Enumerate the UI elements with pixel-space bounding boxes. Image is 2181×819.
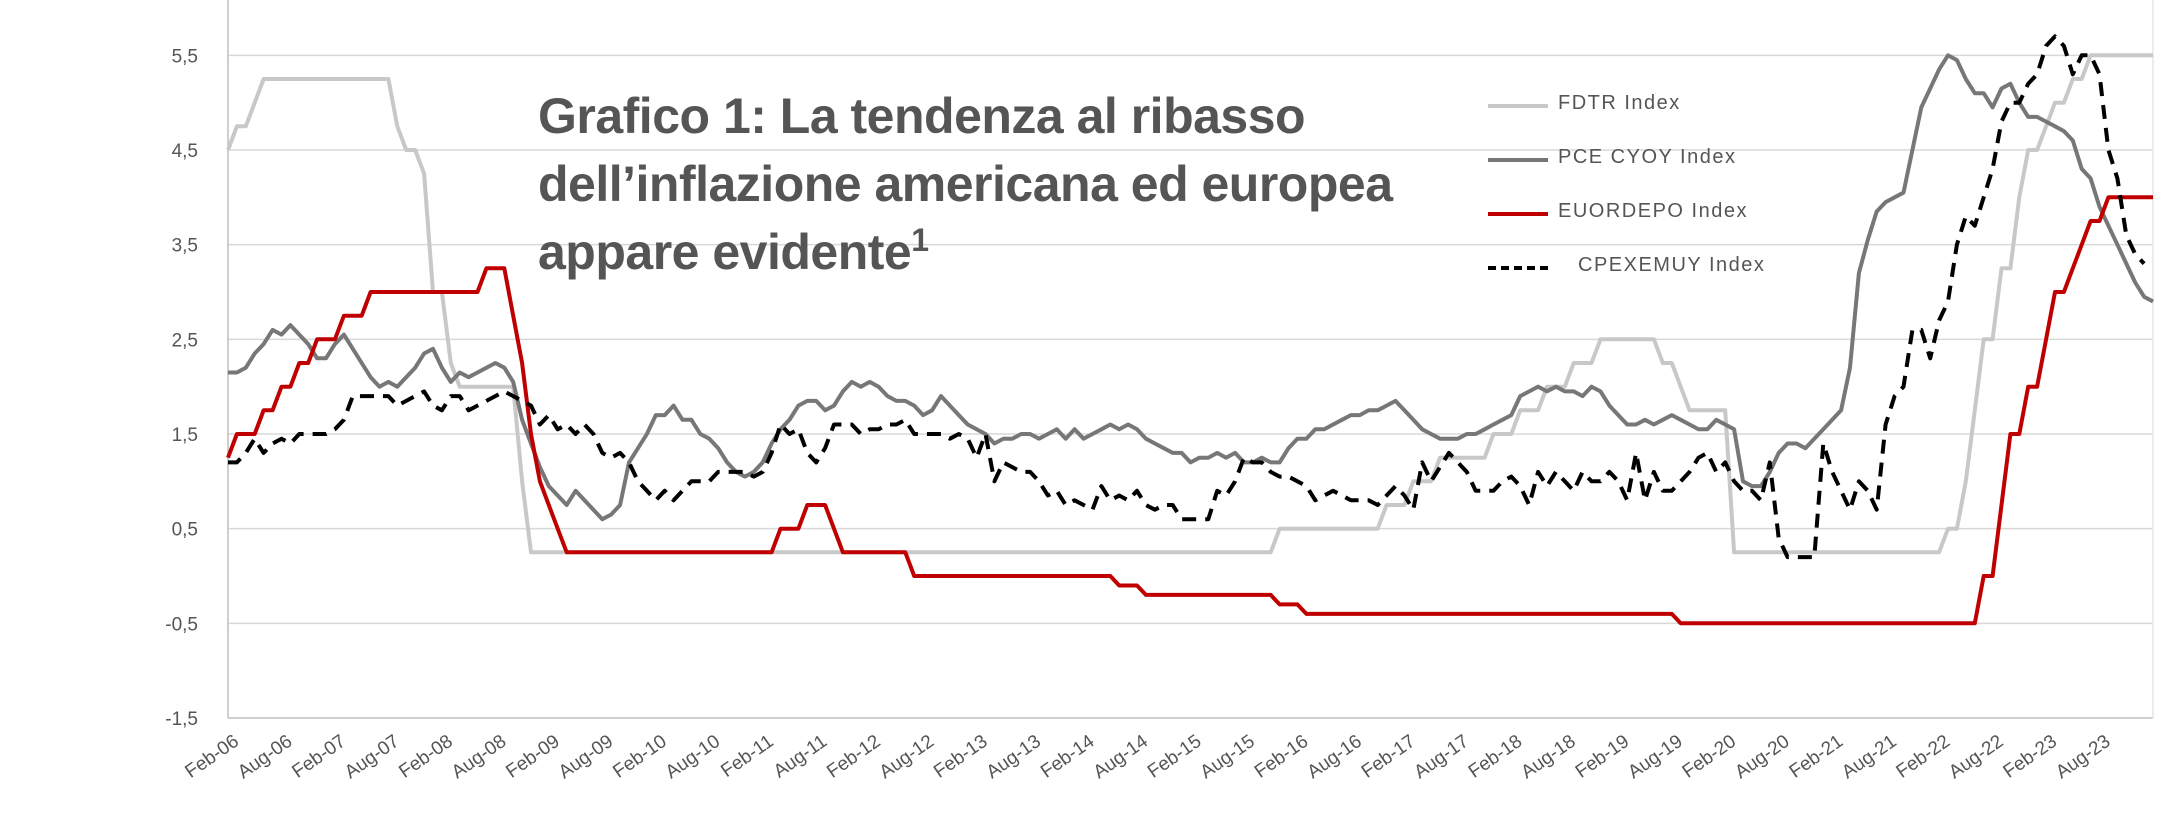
chart-title-line-2: dell’inflazione americana ed europea [538, 156, 1393, 212]
x-tick-label: Aug-07 [341, 731, 403, 783]
legend-label-pce: PCE CYOY Index [1558, 146, 1737, 168]
series-lines [226, 34, 2154, 626]
x-tick-label: Feb-11 [717, 731, 777, 782]
x-tick-label: Aug-08 [448, 731, 510, 783]
x-tick-label: Feb-14 [1037, 731, 1099, 783]
legend-label-cpexemuy: CPEXEMUY Index [1578, 254, 1766, 276]
legend-swatch-euordepo [1488, 212, 1548, 216]
axes [227, 0, 2154, 719]
x-tick-label: Feb-10 [609, 731, 670, 783]
x-tick-label: Feb-19 [1572, 731, 1633, 783]
x-tick-label: Aug-21 [1838, 731, 1900, 783]
x-tick-label: Aug-20 [1731, 731, 1793, 783]
x-tick-label: Aug-06 [234, 731, 296, 783]
x-tick-label: Aug-09 [555, 731, 617, 783]
x-tick-label: Aug-13 [983, 731, 1045, 783]
legend-label-fdtr: FDTR Index [1558, 92, 1681, 114]
y-tick-label: 5,5 [172, 46, 198, 67]
x-tick-label: Feb-23 [2000, 731, 2061, 783]
x-tick-label: Feb-08 [395, 731, 456, 783]
legend-swatch-pce [1488, 158, 1548, 162]
x-tick-label: Aug-23 [2052, 731, 2114, 783]
series-line-cpexemuy-index [228, 34, 2146, 560]
x-tick-label: Feb-17 [1358, 731, 1419, 783]
x-tick-label: Feb-15 [1144, 731, 1205, 783]
x-tick-label: Feb-07 [288, 731, 349, 783]
y-tick-label: 3,5 [172, 236, 198, 257]
x-tick-label: Feb-09 [502, 731, 563, 783]
x-tick-label: Feb-12 [823, 731, 884, 783]
x-tick-label: Aug-19 [1624, 731, 1686, 783]
x-tick-label: Aug-10 [662, 731, 724, 783]
y-tick-label: 1,5 [172, 425, 198, 446]
x-tick-label: Feb-20 [1679, 731, 1740, 783]
x-tick-label: Feb-13 [930, 731, 991, 783]
x-tick-label: Aug-15 [1197, 731, 1259, 783]
legend-label-euordepo: EUORDEPO Index [1558, 200, 1748, 222]
x-tick-label: Aug-14 [1090, 731, 1153, 784]
x-axis-tick-labels: Feb-06Aug-06Feb-07Aug-07Feb-08Aug-08Feb-… [182, 731, 2115, 784]
series-line-pce-cyoy-index [228, 53, 2154, 522]
chart-title-line-3: appare evidente1 [538, 218, 1438, 286]
series-line-euordepo-index [226, 195, 2153, 626]
x-tick-label: Aug-12 [876, 731, 938, 783]
x-tick-label: Aug-18 [1517, 731, 1579, 783]
y-tick-label: -0,5 [165, 614, 198, 635]
x-tick-label: Aug-16 [1304, 731, 1366, 783]
x-tick-label: Aug-11 [770, 731, 831, 783]
y-tick-label: -1,5 [165, 709, 198, 730]
x-tick-label: Feb-16 [1251, 731, 1312, 783]
y-axis-tick-labels: 5,5 4,5 3,5 2,5 1,5 0,5 -0,5 -1,5 [165, 46, 198, 730]
x-tick-label: Aug-22 [1945, 731, 2007, 783]
chart-title: Grafico 1: La tendenza al ribasso dell’i… [538, 82, 1438, 286]
x-tick-label: Feb-06 [182, 731, 243, 783]
x-tick-label: Feb-21 [1786, 731, 1847, 783]
x-tick-label: Aug-17 [1410, 731, 1472, 783]
footnote-mark: 1 [911, 222, 929, 258]
y-tick-label: 0,5 [172, 520, 198, 541]
chart-title-line-1: Grafico 1: La tendenza al ribasso [538, 88, 1306, 144]
gridlines [228, 54, 2153, 625]
x-tick-label: Feb-22 [1893, 731, 1954, 783]
y-tick-label: 2,5 [172, 330, 198, 351]
chart-title-line-3-text: appare evidente [538, 224, 912, 280]
legend-swatch-cpexemuy [1488, 266, 1548, 270]
x-tick-label: Feb-18 [1465, 731, 1526, 783]
y-tick-label: 4,5 [172, 141, 198, 162]
legend-swatch-fdtr [1488, 104, 1548, 108]
